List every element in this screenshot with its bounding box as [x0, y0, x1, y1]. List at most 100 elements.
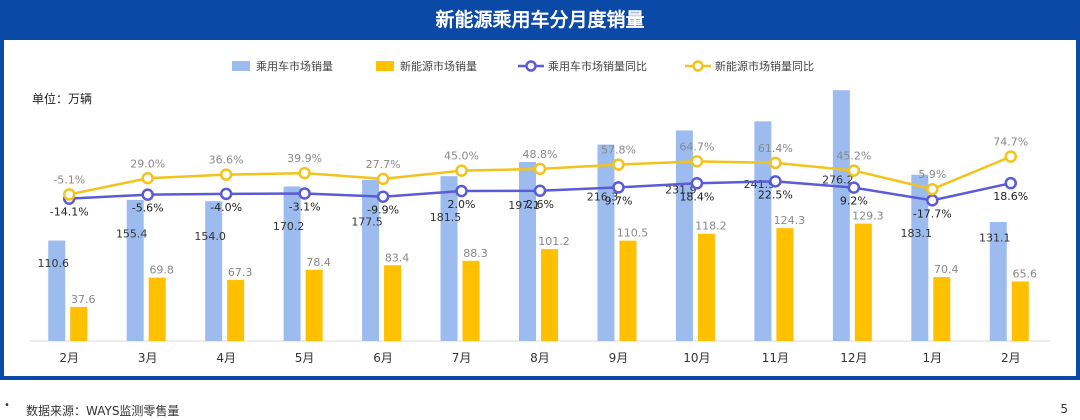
passenger-yoy-label: 18.4% — [679, 190, 714, 203]
passenger-yoy-label: 9.7% — [604, 194, 632, 207]
nev-yoy-label: 45.0% — [444, 150, 479, 163]
bar-nev-label: 67.3 — [228, 266, 253, 279]
legend-label-4: 新能源市场销量同比 — [715, 59, 814, 73]
bar-nev — [1011, 281, 1029, 341]
passenger-yoy-label: -3.1% — [289, 200, 321, 213]
bar-passenger — [205, 201, 223, 341]
passenger-yoy-label: 2.6% — [526, 198, 554, 211]
bar-nev-label: 88.3 — [463, 247, 488, 260]
passenger-yoy-label: 18.6% — [993, 190, 1028, 203]
nev-yoy-point — [141, 172, 154, 185]
bar-passenger — [832, 90, 850, 341]
bar-passenger-label: 110.6 — [37, 257, 69, 270]
bar-nev — [227, 279, 245, 341]
bar-nev-label: 118.2 — [695, 220, 727, 233]
footer-bullet: • — [4, 400, 10, 411]
bar-nev — [697, 233, 715, 341]
footer: • 数据来源：WAYS监测零售量 5 — [0, 392, 1080, 420]
passenger-yoy-label: -9.9% — [367, 204, 399, 217]
passenger-yoy-point — [376, 190, 390, 203]
x-tick-label: 7月 — [452, 351, 472, 365]
x-tick-label: 2月 — [1001, 351, 1021, 365]
bar-nev-label: 101.2 — [538, 235, 570, 248]
bar-passenger-label: 155.4 — [116, 228, 148, 241]
legend-marker-4 — [692, 60, 704, 72]
bar-passenger-label: 131.1 — [979, 231, 1011, 244]
bar-nev — [148, 277, 166, 341]
nev-yoy-point — [926, 182, 939, 196]
bar-nev — [619, 240, 637, 341]
bar-passenger-label: 177.5 — [351, 215, 383, 228]
passenger-yoy-label: -4.0% — [210, 201, 242, 214]
bar-passenger — [440, 176, 458, 341]
data-source: 数据来源：WAYS监测零售量 — [26, 404, 180, 418]
legend-label-3: 乘用车市场销量同比 — [548, 59, 647, 73]
x-tick-label: 9月 — [609, 351, 629, 365]
bar-nev — [854, 223, 872, 341]
bar-passenger-label: 183.1 — [901, 227, 933, 240]
bar-passenger — [126, 199, 144, 341]
passenger-yoy-point — [141, 188, 154, 201]
nev-yoy-point — [376, 172, 390, 186]
passenger-yoy-point — [769, 175, 782, 188]
passenger-yoy-point — [847, 181, 861, 194]
bar-passenger-label: 170.2 — [273, 220, 305, 233]
bar-nev-label: 124.3 — [774, 214, 806, 227]
x-tick-label: 12月 — [840, 351, 867, 365]
passenger-yoy-point — [926, 194, 939, 207]
nev-yoy-label: 27.7% — [366, 158, 401, 171]
passenger-yoy-point — [612, 181, 625, 194]
nev-yoy-label: 39.9% — [287, 152, 322, 165]
nev-yoy-label: 5.9% — [918, 168, 946, 181]
nev-yoy-point — [690, 155, 704, 168]
legend-swatch-2 — [376, 61, 394, 71]
legend-label-1: 乘用车市场销量 — [256, 59, 333, 73]
bar-passenger — [597, 144, 615, 341]
nev-yoy-point — [1004, 150, 1018, 163]
bar-passenger-label: 216.3 — [587, 191, 619, 204]
bar-passenger — [754, 121, 772, 341]
bar-nev-label: 78.4 — [306, 256, 331, 269]
x-tick-label: 3月 — [138, 351, 158, 365]
nev-yoy-label: 36.6% — [209, 154, 244, 167]
passenger-yoy-point — [1004, 176, 1018, 190]
unit-label: 单位：万辆 — [32, 92, 93, 106]
bar-passenger — [283, 186, 301, 341]
passenger-yoy-label: -17.7% — [913, 207, 952, 220]
bar-nev — [776, 228, 794, 341]
title-bar — [0, 0, 1080, 40]
nev-yoy-point — [219, 168, 233, 181]
passenger-yoy-label: -5.6% — [132, 202, 164, 215]
x-tick-label: 11月 — [762, 351, 789, 365]
x-tick-label: 10月 — [683, 351, 710, 365]
nev-yoy-point — [612, 158, 625, 171]
bar-passenger-label: 154.0 — [194, 230, 226, 243]
bar-nev — [541, 249, 558, 341]
bar-passenger-label: 276.2 — [822, 174, 854, 187]
bar-passenger — [989, 221, 1007, 341]
passenger-yoy-point — [455, 184, 468, 198]
x-tick-label: 8月 — [530, 351, 550, 365]
bar-nev — [462, 260, 480, 341]
x-tick-label: 4月 — [216, 351, 236, 365]
x-tick-label: 5月 — [295, 351, 315, 365]
bar-nev-label: 69.8 — [149, 264, 174, 277]
bar-passenger — [362, 179, 380, 341]
nev-yoy-point — [298, 166, 311, 180]
passenger-yoy-label: 2.0% — [448, 198, 476, 211]
passenger-yoy-label: 9.2% — [840, 195, 868, 208]
bar-passenger-label: 197.1 — [508, 199, 540, 212]
bar-nev-label: 65.6 — [1013, 267, 1038, 280]
bar-nev-label: 110.5 — [617, 227, 649, 240]
bar-passenger — [519, 162, 536, 341]
bar-nev — [933, 277, 951, 341]
passenger-yoy-label: -14.1% — [50, 206, 89, 219]
bar-nev — [70, 306, 88, 341]
bar-passenger — [911, 174, 929, 341]
bar-nev — [384, 265, 402, 341]
bar-passenger-label: 181.5 — [430, 211, 462, 224]
legend-swatch-1 — [232, 61, 250, 71]
nev-yoy-point — [769, 156, 782, 170]
chart-title: 新能源乘用车分月度销量 — [435, 9, 645, 31]
nev-yoy-label: 45.2% — [836, 150, 871, 163]
